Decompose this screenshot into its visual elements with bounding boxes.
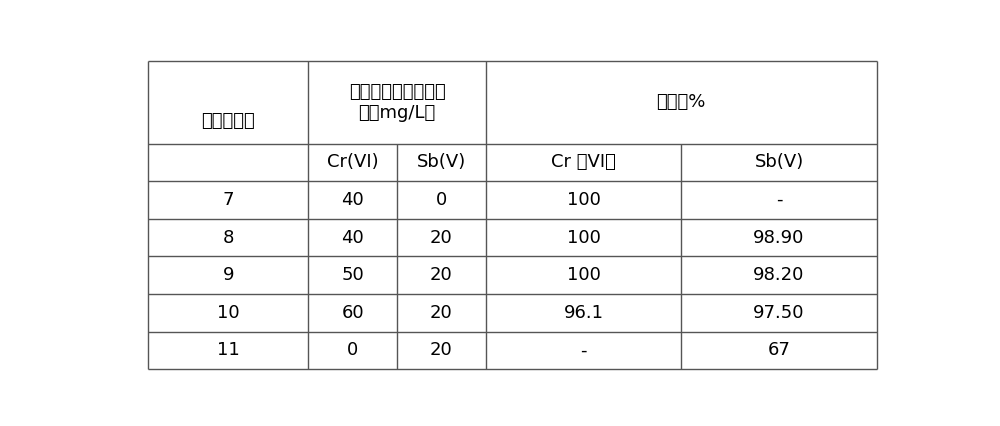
Text: Sb(V): Sb(V)	[754, 153, 804, 172]
Text: 7: 7	[222, 191, 234, 209]
Text: 98.90: 98.90	[753, 229, 805, 247]
Text: 20: 20	[430, 266, 453, 284]
Text: 混合溶液中重金属浓
度（mg/L）: 混合溶液中重金属浓 度（mg/L）	[349, 83, 445, 122]
Text: 60: 60	[341, 304, 364, 322]
Text: 0: 0	[347, 342, 358, 360]
Text: 0: 0	[436, 191, 447, 209]
Text: Cr （VI）: Cr （VI）	[551, 153, 616, 172]
Text: Cr(VI): Cr(VI)	[327, 153, 378, 172]
Text: 67: 67	[768, 342, 790, 360]
Text: 11: 11	[217, 342, 240, 360]
Text: 10: 10	[217, 304, 240, 322]
Text: 98.20: 98.20	[753, 266, 805, 284]
Text: 100: 100	[567, 229, 601, 247]
Text: 96.1: 96.1	[564, 304, 604, 322]
Text: 9: 9	[222, 266, 234, 284]
Text: 20: 20	[430, 342, 453, 360]
Text: 40: 40	[341, 191, 364, 209]
Text: 20: 20	[430, 229, 453, 247]
Text: 8: 8	[223, 229, 234, 247]
Text: -: -	[776, 191, 782, 209]
Text: Sb(V): Sb(V)	[417, 153, 466, 172]
Text: -: -	[580, 342, 587, 360]
Text: 去除率%: 去除率%	[657, 93, 706, 111]
Text: 20: 20	[430, 304, 453, 322]
Text: 100: 100	[567, 191, 601, 209]
Text: 50: 50	[341, 266, 364, 284]
Text: 100: 100	[567, 266, 601, 284]
Text: 40: 40	[341, 229, 364, 247]
Text: 实施例序号: 实施例序号	[201, 112, 255, 130]
Text: 97.50: 97.50	[753, 304, 805, 322]
